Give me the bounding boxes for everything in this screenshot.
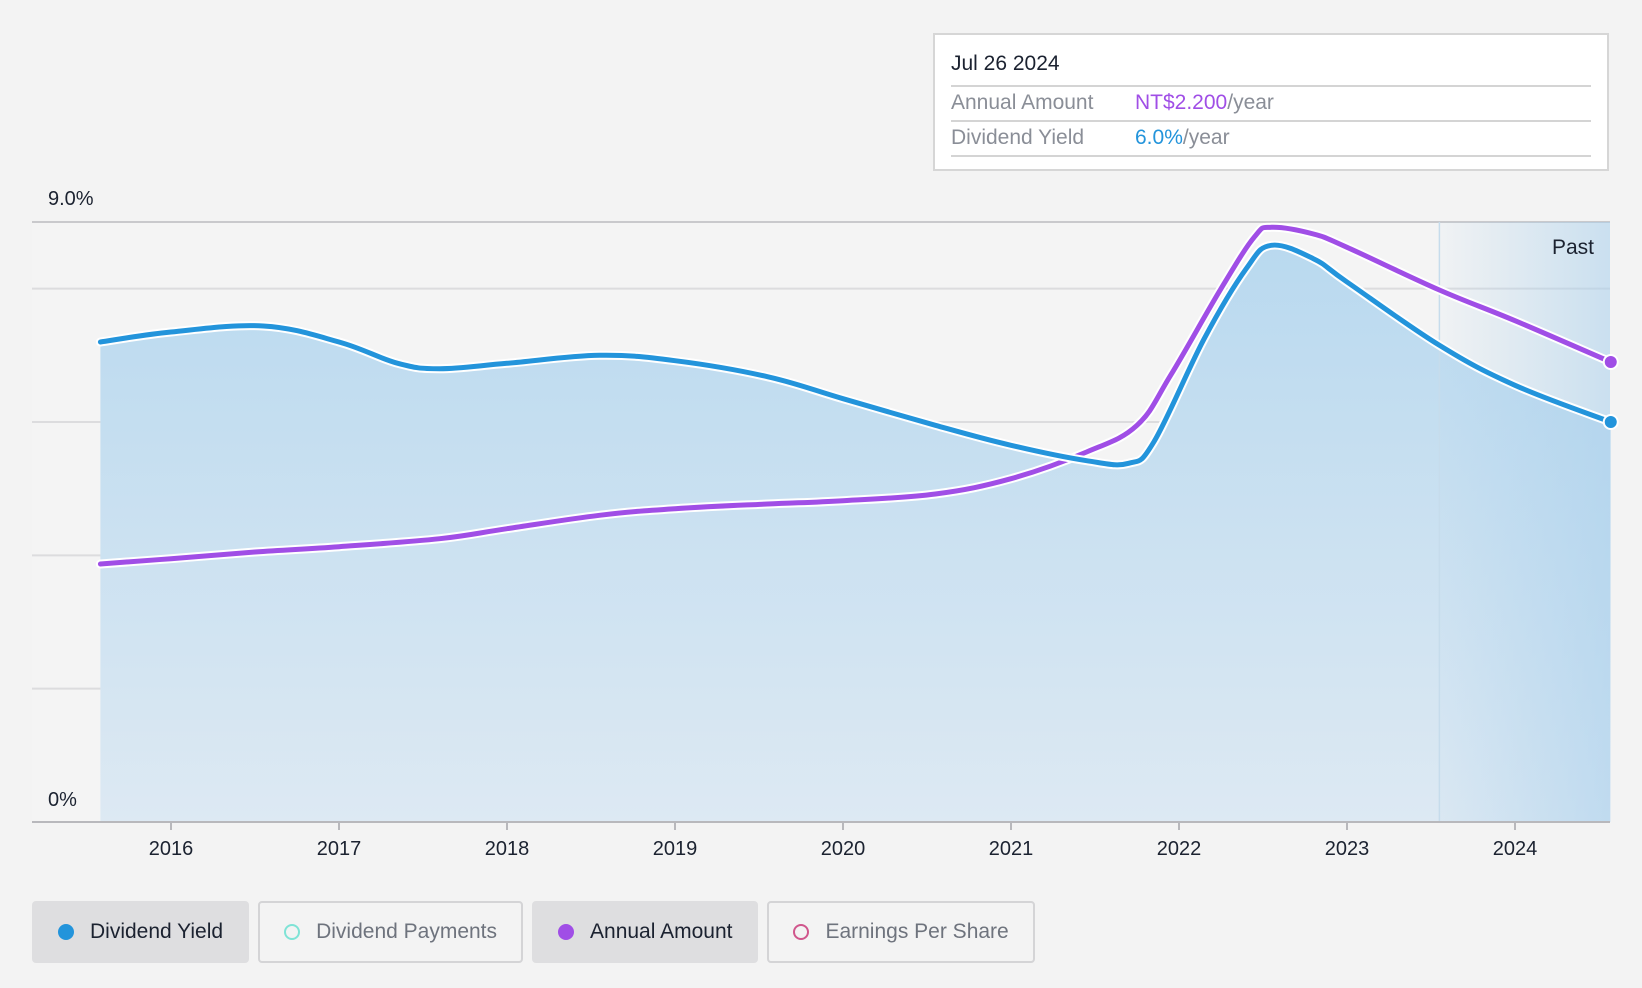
tooltip-dividend-yield-group: 6.0%/year: [1135, 122, 1230, 155]
x-tick-label: 2017: [317, 838, 362, 860]
tooltip-panel: Jul 26 2024 Annual Amount NT$2.200/year …: [933, 33, 1609, 171]
x-tick-label: 2021: [989, 838, 1034, 860]
x-tick-label: 2023: [1325, 838, 1370, 860]
legend: Dividend Yield Dividend Payments Annual …: [32, 901, 1035, 963]
dividend-yield-end-marker: [1602, 414, 1619, 430]
legend-dividend-yield-button[interactable]: Dividend Yield: [32, 901, 250, 963]
yield-area: [100, 245, 1611, 822]
legend-dividend-yield-label: Dividend Yield: [90, 920, 224, 943]
hollow-dot-icon: [793, 924, 810, 940]
legend-annual-amount-label: Annual Amount: [590, 920, 733, 943]
legend-earnings-per-share-button[interactable]: Earnings Per Share: [767, 901, 1035, 963]
y-axis-labels: 9.0% 0%: [48, 188, 94, 811]
tooltip-annual-amount-row: Annual Amount NT$2.200/year: [951, 87, 1591, 122]
legend-annual-amount-button[interactable]: Annual Amount: [532, 901, 759, 963]
dividend-chart: Past 2016 2017 2018 2019 2020 2021 2022 2023 202…: [32, 188, 1619, 860]
legend-dividend-payments-button[interactable]: Dividend Payments: [258, 901, 524, 963]
past-label: Past: [1552, 236, 1594, 259]
x-tick-label: 2016: [149, 838, 194, 860]
tooltip-dividend-yield-row: Dividend Yield 6.0%/year: [951, 122, 1591, 157]
filled-dot-icon: [558, 924, 575, 940]
x-tick-label: 2019: [653, 838, 698, 860]
x-tick-label: 2020: [821, 838, 866, 860]
past-region-shade: [1439, 222, 1610, 822]
x-tick-label: 2018: [485, 838, 530, 860]
filled-dot-icon: [58, 924, 74, 940]
past-region: Past: [1438, 222, 1610, 822]
hollow-dot-icon: [284, 924, 301, 940]
annual-amount-end-marker: [1602, 354, 1619, 370]
x-tick-label: 2024: [1493, 838, 1538, 860]
tooltip-annual-amount-group: NT$2.200/year: [1135, 87, 1274, 120]
annual-amount-line: [97, 224, 1614, 567]
tooltip-annual-amount-label: Annual Amount: [951, 91, 1094, 114]
tooltip-annual-amount-unit: /year: [1227, 91, 1274, 114]
tooltip-dividend-yield-value: 6.0%: [1135, 126, 1183, 149]
y-axis-min-label: 0%: [48, 789, 77, 811]
dividend-yield-area: [100, 245, 1611, 822]
y-axis-max-label: 9.0%: [48, 188, 94, 210]
tooltip-dividend-yield-unit: /year: [1182, 126, 1230, 149]
tooltip-date: Jul 26 2024: [951, 49, 1591, 87]
series-lines: [95, 222, 1619, 569]
legend-earnings-per-share-label: Earnings Per Share: [825, 920, 1009, 943]
tooltip-dividend-yield-label: Dividend Yield: [951, 126, 1085, 149]
legend-dividend-payments-label: Dividend Payments: [316, 920, 498, 943]
x-tick-label: 2022: [1157, 838, 1202, 860]
tooltip-annual-amount-value: NT$2.200: [1135, 91, 1228, 114]
dividend-yield-line: [97, 242, 1614, 468]
x-axis: 2016 2017 2018 2019 2020 2021 2022 2023 2024: [32, 821, 1610, 860]
